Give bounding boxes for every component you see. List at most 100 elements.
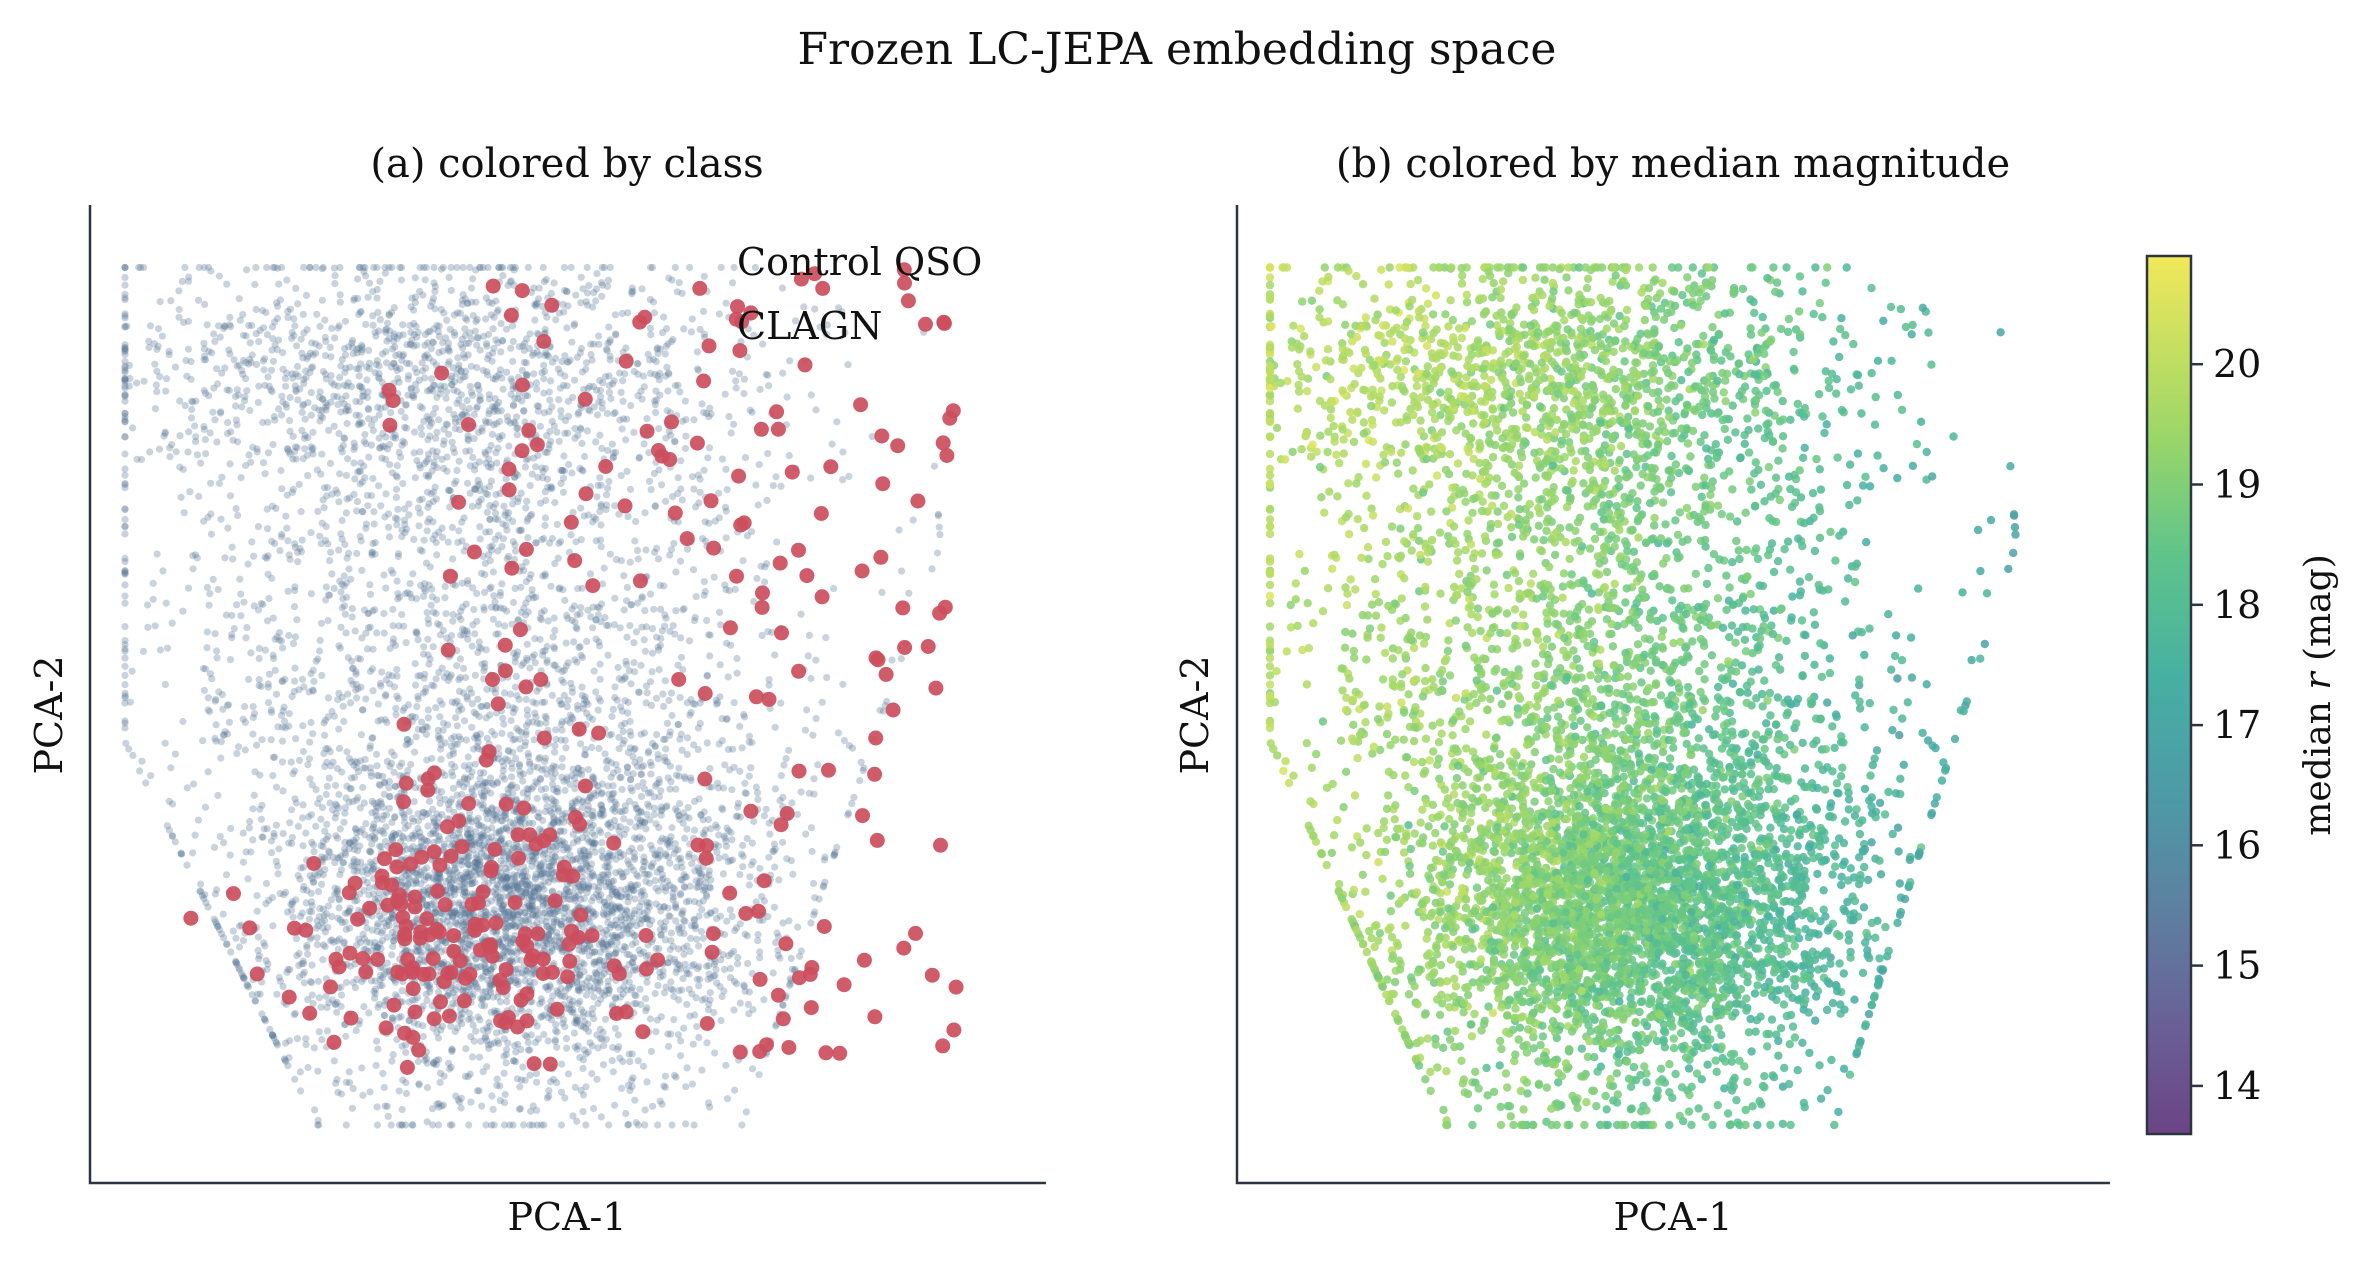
control-qso-point xyxy=(828,440,836,448)
control-qso-point xyxy=(293,616,301,624)
control-qso-point xyxy=(228,543,236,551)
control-qso-point xyxy=(485,351,493,359)
control-qso-point xyxy=(502,915,510,923)
control-qso-point xyxy=(318,1036,326,1044)
control-qso-point xyxy=(766,830,774,838)
control-qso-point xyxy=(661,735,669,744)
control-qso-point xyxy=(596,660,604,668)
control-qso-point xyxy=(195,492,203,500)
control-qso-point xyxy=(604,821,612,829)
control-qso-point xyxy=(304,1063,312,1072)
control-qso-point xyxy=(657,811,665,819)
control-qso-point xyxy=(258,833,266,841)
control-qso-point xyxy=(608,712,616,721)
control-qso-point xyxy=(637,888,645,896)
control-qso-point xyxy=(562,744,570,752)
control-qso-point xyxy=(593,493,601,501)
control-qso-point xyxy=(314,888,323,896)
control-qso-point xyxy=(495,433,503,441)
control-qso-point xyxy=(495,829,503,837)
control-qso-point xyxy=(807,474,815,482)
control-qso-point xyxy=(520,358,529,366)
control-qso-point xyxy=(722,299,730,307)
control-qso-point xyxy=(467,298,476,306)
control-qso-point xyxy=(342,1032,350,1040)
control-qso-point xyxy=(365,415,373,423)
control-qso-point xyxy=(522,611,530,619)
control-qso-point xyxy=(338,448,346,456)
control-qso-point xyxy=(674,661,682,669)
control-qso-point xyxy=(249,836,257,844)
control-qso-point xyxy=(121,409,129,417)
control-qso-point xyxy=(429,338,437,346)
control-qso-point xyxy=(514,965,522,973)
control-qso-point xyxy=(530,284,538,292)
control-qso-point xyxy=(699,897,708,905)
control-qso-point xyxy=(191,422,199,430)
control-qso-point xyxy=(326,459,335,467)
control-qso-point xyxy=(419,592,428,601)
control-qso-point xyxy=(288,806,296,814)
control-qso-point xyxy=(250,552,258,560)
control-qso-point xyxy=(622,436,630,444)
control-qso-point xyxy=(669,986,677,994)
control-qso-point xyxy=(354,935,363,943)
control-qso-point xyxy=(489,993,497,1001)
control-qso-point xyxy=(646,921,654,929)
control-qso-point xyxy=(551,560,559,568)
control-qso-point xyxy=(660,735,668,744)
control-qso-point xyxy=(789,870,797,878)
control-qso-point xyxy=(272,783,281,791)
control-qso-point xyxy=(585,406,593,414)
control-qso-point xyxy=(352,686,360,694)
control-qso-point xyxy=(371,990,379,998)
control-qso-point xyxy=(362,820,370,828)
control-qso-point xyxy=(636,985,644,993)
control-qso-point xyxy=(380,609,388,618)
control-qso-point xyxy=(254,523,262,531)
control-qso-point xyxy=(644,749,652,757)
control-qso-point xyxy=(298,675,307,683)
control-qso-point xyxy=(631,931,640,940)
control-qso-point xyxy=(643,689,651,697)
control-qso-point xyxy=(581,452,589,461)
control-qso-point xyxy=(121,530,129,538)
control-qso-point xyxy=(392,472,400,480)
control-qso-point xyxy=(452,477,460,485)
control-qso-point xyxy=(267,736,275,744)
control-qso-point xyxy=(468,642,476,650)
control-qso-point xyxy=(777,699,785,707)
control-qso-point xyxy=(226,313,234,321)
control-qso-point xyxy=(460,910,468,918)
control-qso-point xyxy=(585,852,593,860)
control-qso-point xyxy=(655,376,663,384)
control-qso-point xyxy=(463,396,471,405)
control-qso-point xyxy=(146,322,155,330)
control-qso-point xyxy=(228,634,236,642)
control-qso-point xyxy=(523,785,531,793)
control-qso-point xyxy=(448,1047,456,1055)
control-qso-point xyxy=(608,794,616,802)
control-qso-point xyxy=(193,451,201,459)
control-qso-point xyxy=(569,1112,577,1120)
control-qso-point xyxy=(676,854,685,862)
control-qso-point xyxy=(375,482,383,490)
control-qso-point xyxy=(647,770,655,778)
control-qso-point xyxy=(303,941,311,950)
control-qso-point xyxy=(653,633,661,641)
control-qso-point xyxy=(623,583,632,592)
control-qso-point xyxy=(356,398,364,406)
control-qso-point xyxy=(564,696,572,704)
control-qso-point xyxy=(464,753,472,761)
control-qso-point xyxy=(690,566,698,574)
control-qso-point xyxy=(462,1045,470,1053)
control-qso-point xyxy=(376,316,384,324)
control-qso-point xyxy=(760,897,769,905)
control-qso-point xyxy=(715,608,724,616)
control-qso-point xyxy=(473,865,481,873)
control-qso-point xyxy=(351,627,359,635)
control-qso-point xyxy=(235,943,244,951)
control-qso-point xyxy=(460,350,468,359)
control-qso-point xyxy=(414,824,422,833)
control-qso-point xyxy=(448,760,456,768)
